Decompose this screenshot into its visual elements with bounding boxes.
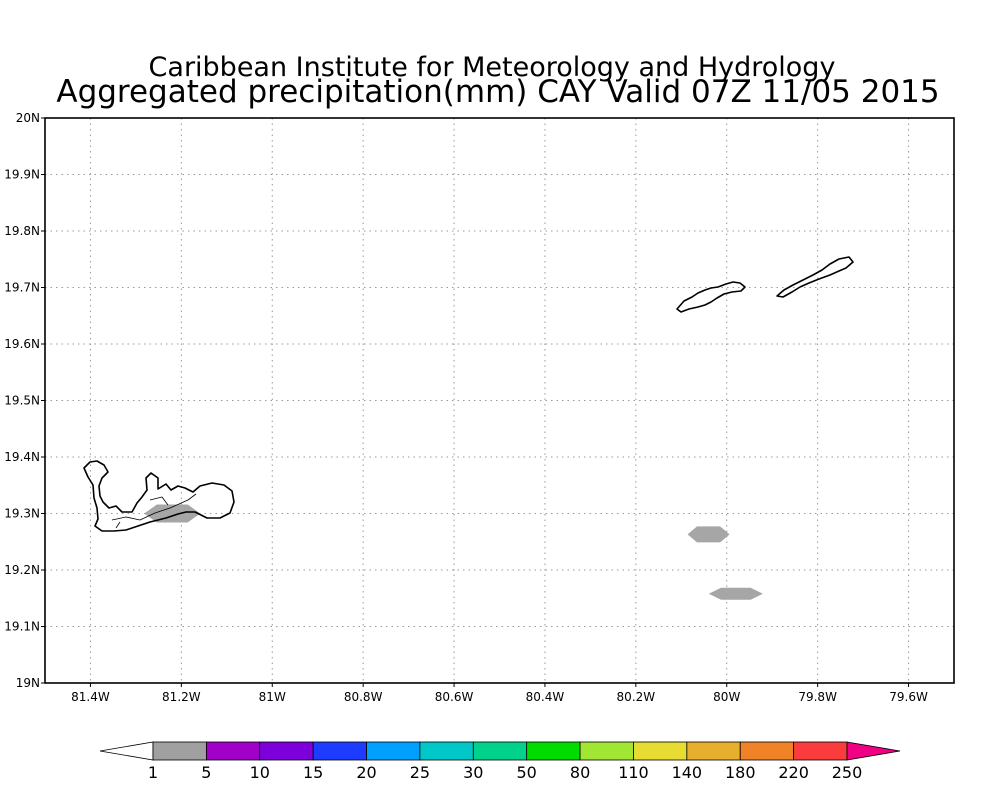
longitude-axis: 81.4W 81.2W 81W 80.8W 80.6W 80.4W 80.2W 80W 79.8… <box>71 683 928 704</box>
lat-tick-label: 19.5N <box>4 394 40 408</box>
cayman-brac-island <box>776 256 854 298</box>
colorbar-segment <box>793 741 848 761</box>
lat-tick-label: 19N <box>16 676 40 690</box>
colorbar-segment <box>526 741 581 761</box>
colorbar-label: 110 <box>618 763 649 782</box>
colorbar-segment <box>366 741 421 761</box>
lat-tick-label: 19.3N <box>4 507 40 521</box>
colorbar-segment <box>152 741 207 761</box>
precipitation-area <box>144 504 201 523</box>
lat-tick-label: 19.8N <box>4 224 40 238</box>
colorbar-label: 50 <box>517 763 537 782</box>
little-cayman-island <box>676 281 746 313</box>
colorbar-label: 180 <box>725 763 756 782</box>
map-title: Aggregated precipitation(mm) CAY Valid 0… <box>56 74 939 110</box>
colorbar-segment <box>205 741 261 761</box>
colorbar-label: 30 <box>463 763 483 782</box>
colorbar-segment <box>419 741 474 761</box>
lat-tick-label: 19.9N <box>4 168 40 182</box>
grand-cayman-inner-coast <box>111 493 197 529</box>
coastlines <box>83 256 854 532</box>
lon-tick-label: 81.4W <box>71 690 110 704</box>
colorbar-segment <box>312 741 367 761</box>
institute-title: Caribbean Institute for Meteorology and … <box>149 52 836 83</box>
lon-tick-label: 79.6W <box>889 690 928 704</box>
precipitation-layer <box>144 504 763 600</box>
colorbar-label: 1 <box>148 763 158 782</box>
map-frame <box>44 117 955 684</box>
colorbar-segment <box>579 741 634 761</box>
lat-tick-label: 19.6N <box>4 337 40 351</box>
lon-tick-label: 80W <box>713 690 740 704</box>
colorbar-segment <box>472 741 528 761</box>
lat-tick-label: 19.1N <box>4 620 40 634</box>
colorbar-segment <box>739 741 795 761</box>
lon-tick-label: 80.8W <box>344 690 383 704</box>
lat-tick-label: 19.2N <box>4 563 40 577</box>
lat-tick-label: 19.4N <box>4 450 40 464</box>
colorbar-label: 20 <box>356 763 376 782</box>
colorbar-label: 25 <box>410 763 430 782</box>
colorbar-label: 220 <box>778 763 809 782</box>
lon-tick-label: 80.4W <box>526 690 565 704</box>
latitude-axis: 20N 19.9N 19.8N 19.7N 19.6N 19.5N 19.4N 19.3N 19… <box>4 111 45 690</box>
colorbar-label: 250 <box>832 763 863 782</box>
colorbar-label: 140 <box>672 763 703 782</box>
colorbar-label: 10 <box>250 763 270 782</box>
lat-tick-label: 19.7N <box>4 281 40 295</box>
colorbar-high-arrow <box>846 741 901 761</box>
precipitation-area <box>708 587 763 600</box>
lon-tick-label: 81W <box>259 690 286 704</box>
grid-lines <box>45 118 954 683</box>
colorbar-label: 15 <box>303 763 323 782</box>
colorbar-label: 5 <box>201 763 211 782</box>
lon-tick-label: 81.2W <box>162 690 201 704</box>
precipitation-colorbar: 1 5 10 15 20 25 30 50 80 110 140 180 220 250 <box>99 741 901 782</box>
colorbar-segment <box>686 741 741 761</box>
precipitation-area <box>687 526 730 543</box>
lon-tick-label: 79.8W <box>798 690 837 704</box>
colorbar-segment <box>633 741 688 761</box>
lon-tick-label: 80.2W <box>617 690 656 704</box>
lon-tick-label: 80.6W <box>435 690 474 704</box>
colorbar-low-arrow <box>99 741 154 761</box>
lat-tick-label: 20N <box>16 111 40 125</box>
grand-cayman-island <box>83 460 235 532</box>
colorbar-segment <box>259 741 314 761</box>
colorbar-label: 80 <box>570 763 590 782</box>
